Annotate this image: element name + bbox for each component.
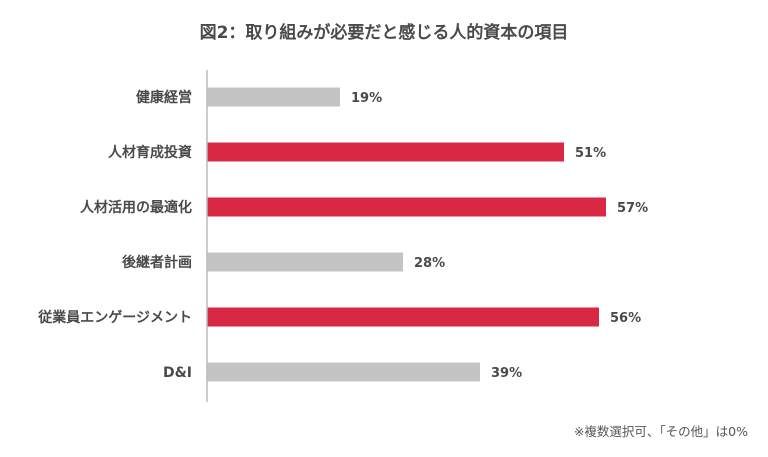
bar [207,307,599,327]
bar [207,87,340,107]
value-label: 57% [617,201,648,216]
category-label: 人材育成投資 [108,144,192,161]
bar [207,142,564,162]
value-label: 19% [351,91,382,106]
value-label: 39% [491,366,522,381]
category-label: 従業員エンゲージメント [37,309,192,326]
category-label: 健康経営 [136,89,192,106]
footnote: ※複数選択可、「その他」は0% [573,424,748,439]
value-label: 51% [575,146,606,161]
bar [207,252,403,272]
category-label: 人材活用の最適化 [80,199,192,216]
bar [207,362,480,382]
chart-title: 図2：取り組みが必要だと感じる人的資本の項目 [199,23,569,43]
value-label: 28% [414,256,445,271]
value-label: 56% [610,311,641,326]
bar [207,197,606,217]
bars-group: 健康経営 19% 人材育成投資 51% 人材活用の最適化 57% 後継者計画 28% 従業員エン… [37,87,648,382]
category-label: 後継者計画 [122,254,192,271]
category-label: D&I [163,365,192,381]
